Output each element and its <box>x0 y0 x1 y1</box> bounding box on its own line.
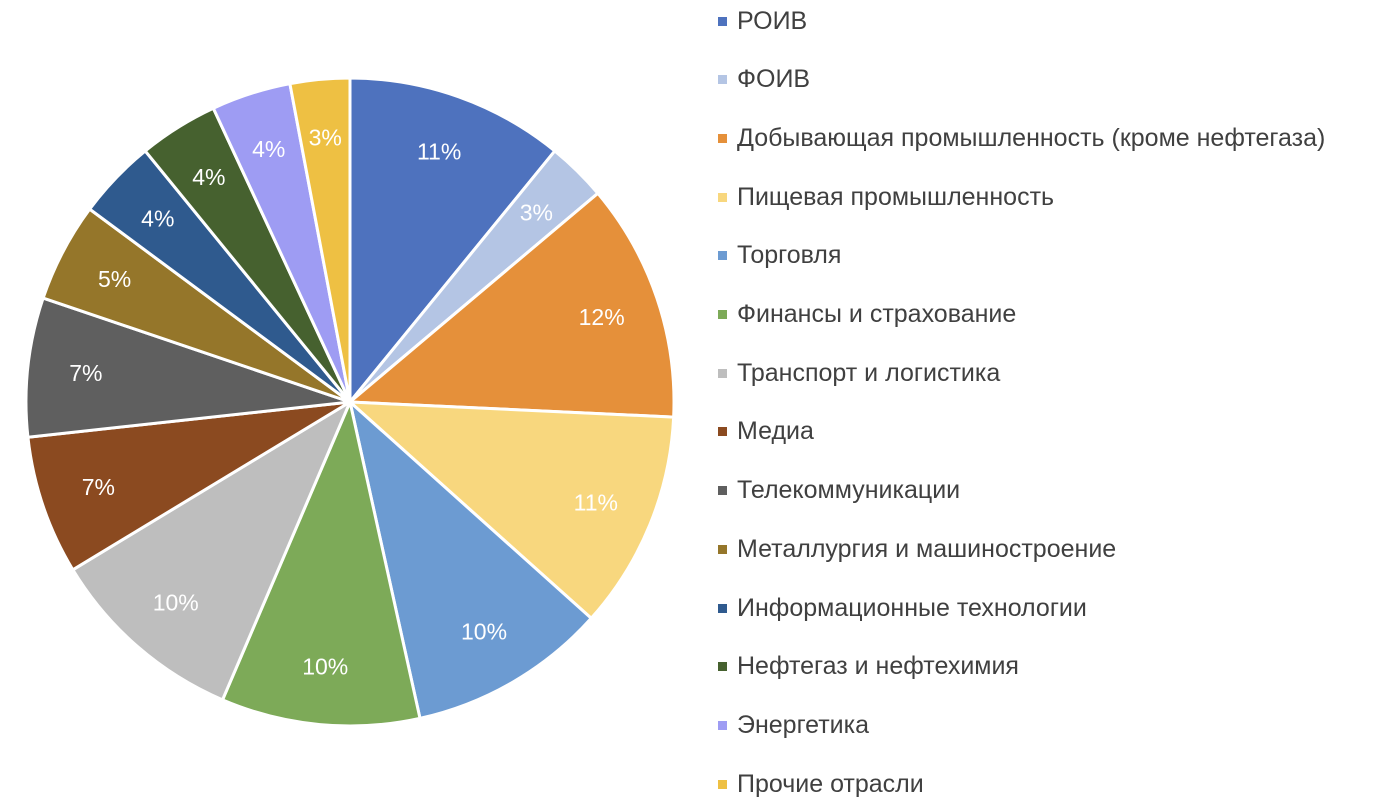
legend-label-11: Информационные технологии <box>737 593 1087 622</box>
legend-label-6: Финансы и страхование <box>737 300 1017 328</box>
legend: РОИВ ФОИВ Добывающая промышленность (кроме… <box>718 0 1400 811</box>
legend-swatch-7 <box>718 368 727 378</box>
data-label-4: 11% <box>574 490 618 516</box>
legend-item-14: Прочие отрасли <box>718 764 924 804</box>
legend-item-11: Информационные технологии <box>718 588 1087 628</box>
pie-slice-8 <box>26 400 352 572</box>
legend-swatch-3 <box>718 133 727 143</box>
legend-swatch-1 <box>718 16 727 26</box>
data-label-13: 4% <box>252 136 285 162</box>
pie-slice-3 <box>348 191 676 419</box>
legend-label-1: РОИВ <box>737 6 808 35</box>
legend-label-7: Транспорт и логистика <box>737 358 1001 387</box>
legend-item-12: Нефтегаз и нефтехимия <box>718 647 1019 687</box>
legend-item-5: Торговля <box>718 236 841 276</box>
pie-slice-7 <box>71 400 352 702</box>
legend-label-10: Металлургия и машиностроение <box>737 534 1117 563</box>
legend-swatch-9 <box>718 486 727 496</box>
legend-swatch-4 <box>718 192 727 202</box>
data-label-1: 11% <box>417 139 461 165</box>
pie-slice-14 <box>288 76 352 404</box>
legend-item-6: Финансы и страхование <box>718 295 1016 335</box>
legend-swatch-11 <box>718 603 727 613</box>
pie-slice-4 <box>348 400 676 620</box>
legend-label-9: Телекоммуникации <box>737 476 961 505</box>
data-label-3: 12% <box>579 304 625 330</box>
data-label-2: 3% <box>520 200 553 226</box>
pie-slice-9 <box>24 296 352 439</box>
data-label-8: 7% <box>82 474 115 500</box>
legend-label-2: ФОИВ <box>737 65 811 94</box>
legend-item-9: Телекоммуникации <box>718 471 960 511</box>
legend-item-7: Транспорт и логистика <box>718 353 1000 393</box>
legend-swatch-5 <box>718 251 727 261</box>
legend-item-2: ФОИВ <box>718 60 810 100</box>
pie-slices <box>24 76 676 728</box>
data-label-14: 3% <box>309 124 342 150</box>
legend-swatch-8 <box>718 427 727 437</box>
legend-item-3: Добывающая промышленность (кроме нефтега… <box>718 118 1325 158</box>
data-label-11: 4% <box>141 206 174 232</box>
pie-data-labels: 11% 3% 12% 11% 10% 10% 10% 7% 7% 5% 4% 4% 4% 3% <box>69 124 624 679</box>
data-label-10: 5% <box>98 266 131 292</box>
legend-swatch-10 <box>718 544 727 554</box>
legend-label-14: Прочие отрасли <box>737 769 924 798</box>
legend-item-8: Медиа <box>718 412 814 452</box>
legend-item-10: Металлургия и машиностроение <box>718 529 1116 569</box>
data-label-6: 10% <box>302 654 348 680</box>
legend-swatch-2 <box>718 75 727 85</box>
data-label-5: 10% <box>461 618 507 644</box>
pie-slice-6 <box>221 400 422 728</box>
legend-item-1: РОИВ <box>718 1 807 41</box>
legend-swatch-14 <box>718 779 727 789</box>
legend-swatch-13 <box>718 720 727 730</box>
legend-label-8: Медиа <box>737 417 814 446</box>
legend-swatch-6 <box>718 310 727 319</box>
pie-slice-5 <box>348 400 593 720</box>
data-label-7: 10% <box>153 590 199 616</box>
legend-swatch-12 <box>718 662 727 672</box>
legend-label-5: Торговля <box>737 241 842 270</box>
legend-label-12: Нефтегаз и нефтехимия <box>737 652 1019 681</box>
legend-label-3: Добывающая промышленность (кроме нефтега… <box>737 123 1326 152</box>
legend-label-13: Энергетика <box>737 710 870 739</box>
legend-item-13: Энергетика <box>718 705 869 745</box>
legend-label-4: Пищевая промышленность <box>737 182 1055 211</box>
data-label-9: 7% <box>69 360 102 386</box>
data-label-12: 4% <box>192 164 225 190</box>
legend-item-4: Пищевая промышленность <box>718 177 1054 217</box>
pie-slice-1 <box>348 76 557 404</box>
